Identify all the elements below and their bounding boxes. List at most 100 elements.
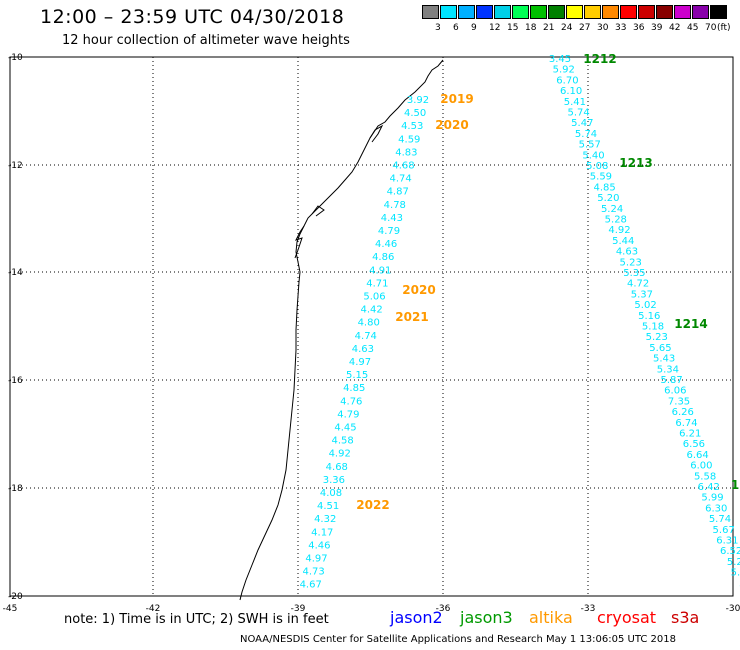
legend-label: 24 <box>561 23 573 33</box>
legend-label: 45 <box>687 23 699 33</box>
legend-swatch <box>566 5 583 19</box>
track-value: 4.78 <box>384 200 406 211</box>
track-value: 4.43 <box>381 213 403 224</box>
legend-label: 39 <box>651 23 663 33</box>
footer-note: note: 1) Time is in UTC; 2) SWH is in fe… <box>64 612 329 627</box>
map-frame <box>9 56 734 597</box>
lon-tick-label: -30 <box>726 604 740 614</box>
legend-label: 70 <box>705 23 717 33</box>
track-value: 4.97 <box>305 554 327 565</box>
bay-inlet <box>294 124 384 259</box>
track-value: 3.45 <box>549 54 571 65</box>
pass-label: 1 <box>731 478 739 492</box>
track-value: 5.34 <box>657 364 679 375</box>
coastline <box>239 59 444 601</box>
track-value: 4.51 <box>317 501 339 512</box>
pass-label: 2020 <box>402 283 435 297</box>
legend-swatch <box>638 5 655 19</box>
track-value: 5.35 <box>623 268 645 279</box>
legend-swatch <box>512 5 529 19</box>
track-value: 4.63 <box>352 344 374 355</box>
track-value: 4.17 <box>311 527 333 538</box>
pass-labels: 2019 2020 2020 2021 2022 1212 1213 1214 1 <box>356 52 739 512</box>
track-value: 4.80 <box>358 318 380 329</box>
track-value: 3.92 <box>407 95 429 106</box>
track-value: 6.64 <box>687 450 709 461</box>
satellite-name: s3a <box>671 608 700 627</box>
track-value: 4.68 <box>392 161 414 172</box>
track-value: 4.58 <box>331 436 353 447</box>
track-value: 5.47 <box>571 118 593 129</box>
lat-tick-label: -10 <box>8 53 23 63</box>
legend-swatch <box>656 5 673 19</box>
track-value: 4.79 <box>378 226 400 237</box>
track-value: 4.32 <box>314 514 336 525</box>
track-value: 5.74 <box>709 514 731 525</box>
lat-tick-label: -12 <box>8 161 23 171</box>
pass-label: 1212 <box>583 52 616 66</box>
track-value: 4.86 <box>372 252 394 263</box>
track-value: 5.20 <box>597 193 619 204</box>
legend-swatch <box>458 5 475 19</box>
track-value: 6.06 <box>664 386 686 397</box>
track-value: 6.10 <box>560 86 582 97</box>
map-grid <box>9 56 734 597</box>
track-value: 5.58 <box>694 471 716 482</box>
map-subtitle: 12 hour collection of altimeter wave hei… <box>62 33 350 48</box>
legend-swatch <box>674 5 691 19</box>
lon-tick-label: -45 <box>3 604 18 614</box>
track-value: 4.85 <box>594 182 616 193</box>
track-value: 4.46 <box>375 239 397 250</box>
legend-swatch <box>692 5 709 19</box>
track-value: 4.83 <box>395 147 417 158</box>
track-value: 5.37 <box>631 289 653 300</box>
credit-line: NOAA/NESDIS Center for Satellite Applica… <box>240 634 676 645</box>
satellite-name: cryosat <box>597 608 657 627</box>
track-value: 4.91 <box>369 265 391 276</box>
satellite-name: jason2 <box>390 608 443 627</box>
legend-label: 18 <box>525 23 537 33</box>
legend-swatch <box>548 5 565 19</box>
track-value: 5.08 <box>586 161 608 172</box>
track-value: 6.26 <box>672 407 694 418</box>
legend-label: 3 <box>435 23 441 33</box>
track-value: 5.2 <box>731 568 740 579</box>
track-value: 5.67 <box>713 525 735 536</box>
legend-swatch <box>710 5 727 19</box>
lat-tick-label: -20 <box>8 592 23 602</box>
track-value: 4.76 <box>340 396 362 407</box>
track-value: 4.42 <box>360 305 382 316</box>
track-value: 4.63 <box>616 247 638 258</box>
lat-tick-label: -16 <box>8 376 23 386</box>
pass-label: 2022 <box>356 498 389 512</box>
legend-label: 12 <box>489 23 501 33</box>
track-value: 5.44 <box>612 236 634 247</box>
legend-label: 6 <box>453 23 459 33</box>
legend-swatch <box>440 5 457 19</box>
track-value: 5.28 <box>605 215 627 226</box>
legend-unit: (ft) <box>717 23 731 33</box>
track-value: 4.79 <box>337 409 359 420</box>
legend-swatch <box>602 5 619 19</box>
track-value: 5.65 <box>649 343 671 354</box>
track-value: 6.74 <box>675 418 697 429</box>
track-values: 3.92 4.50 4.53 4.59 4.83 4.68 4.74 4.87 4.78 4.43… <box>300 54 740 591</box>
track-value: 5.57 <box>579 140 601 151</box>
track-value: 6.70 <box>556 75 578 86</box>
track-value: 5.59 <box>590 172 612 183</box>
track-value: 6.00 <box>690 461 712 472</box>
track-value: 4.53 <box>401 121 423 132</box>
track-value: 5.23 <box>620 257 642 268</box>
legend-swatch <box>620 5 637 19</box>
track-value: 6.31 <box>716 536 738 547</box>
track-value: 5.2 <box>727 557 740 568</box>
track-value: 4.72 <box>627 279 649 290</box>
track-value: 5.74 <box>575 129 597 140</box>
track-value: 4.45 <box>334 423 356 434</box>
track-value: 6.21 <box>679 429 701 440</box>
legend-label: 42 <box>669 23 681 33</box>
track-value: 4.68 <box>326 462 348 473</box>
track-value: 5.02 <box>634 300 656 311</box>
track-value: 4.59 <box>398 134 420 145</box>
